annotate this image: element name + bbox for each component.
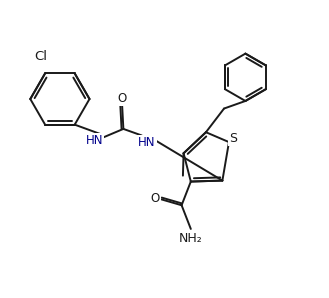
Text: HN: HN	[86, 134, 103, 147]
Text: Cl: Cl	[35, 50, 48, 63]
Text: O: O	[117, 92, 127, 105]
Text: O: O	[151, 192, 160, 205]
Text: S: S	[229, 132, 237, 145]
Text: HN: HN	[138, 136, 156, 149]
Text: NH₂: NH₂	[179, 232, 203, 245]
